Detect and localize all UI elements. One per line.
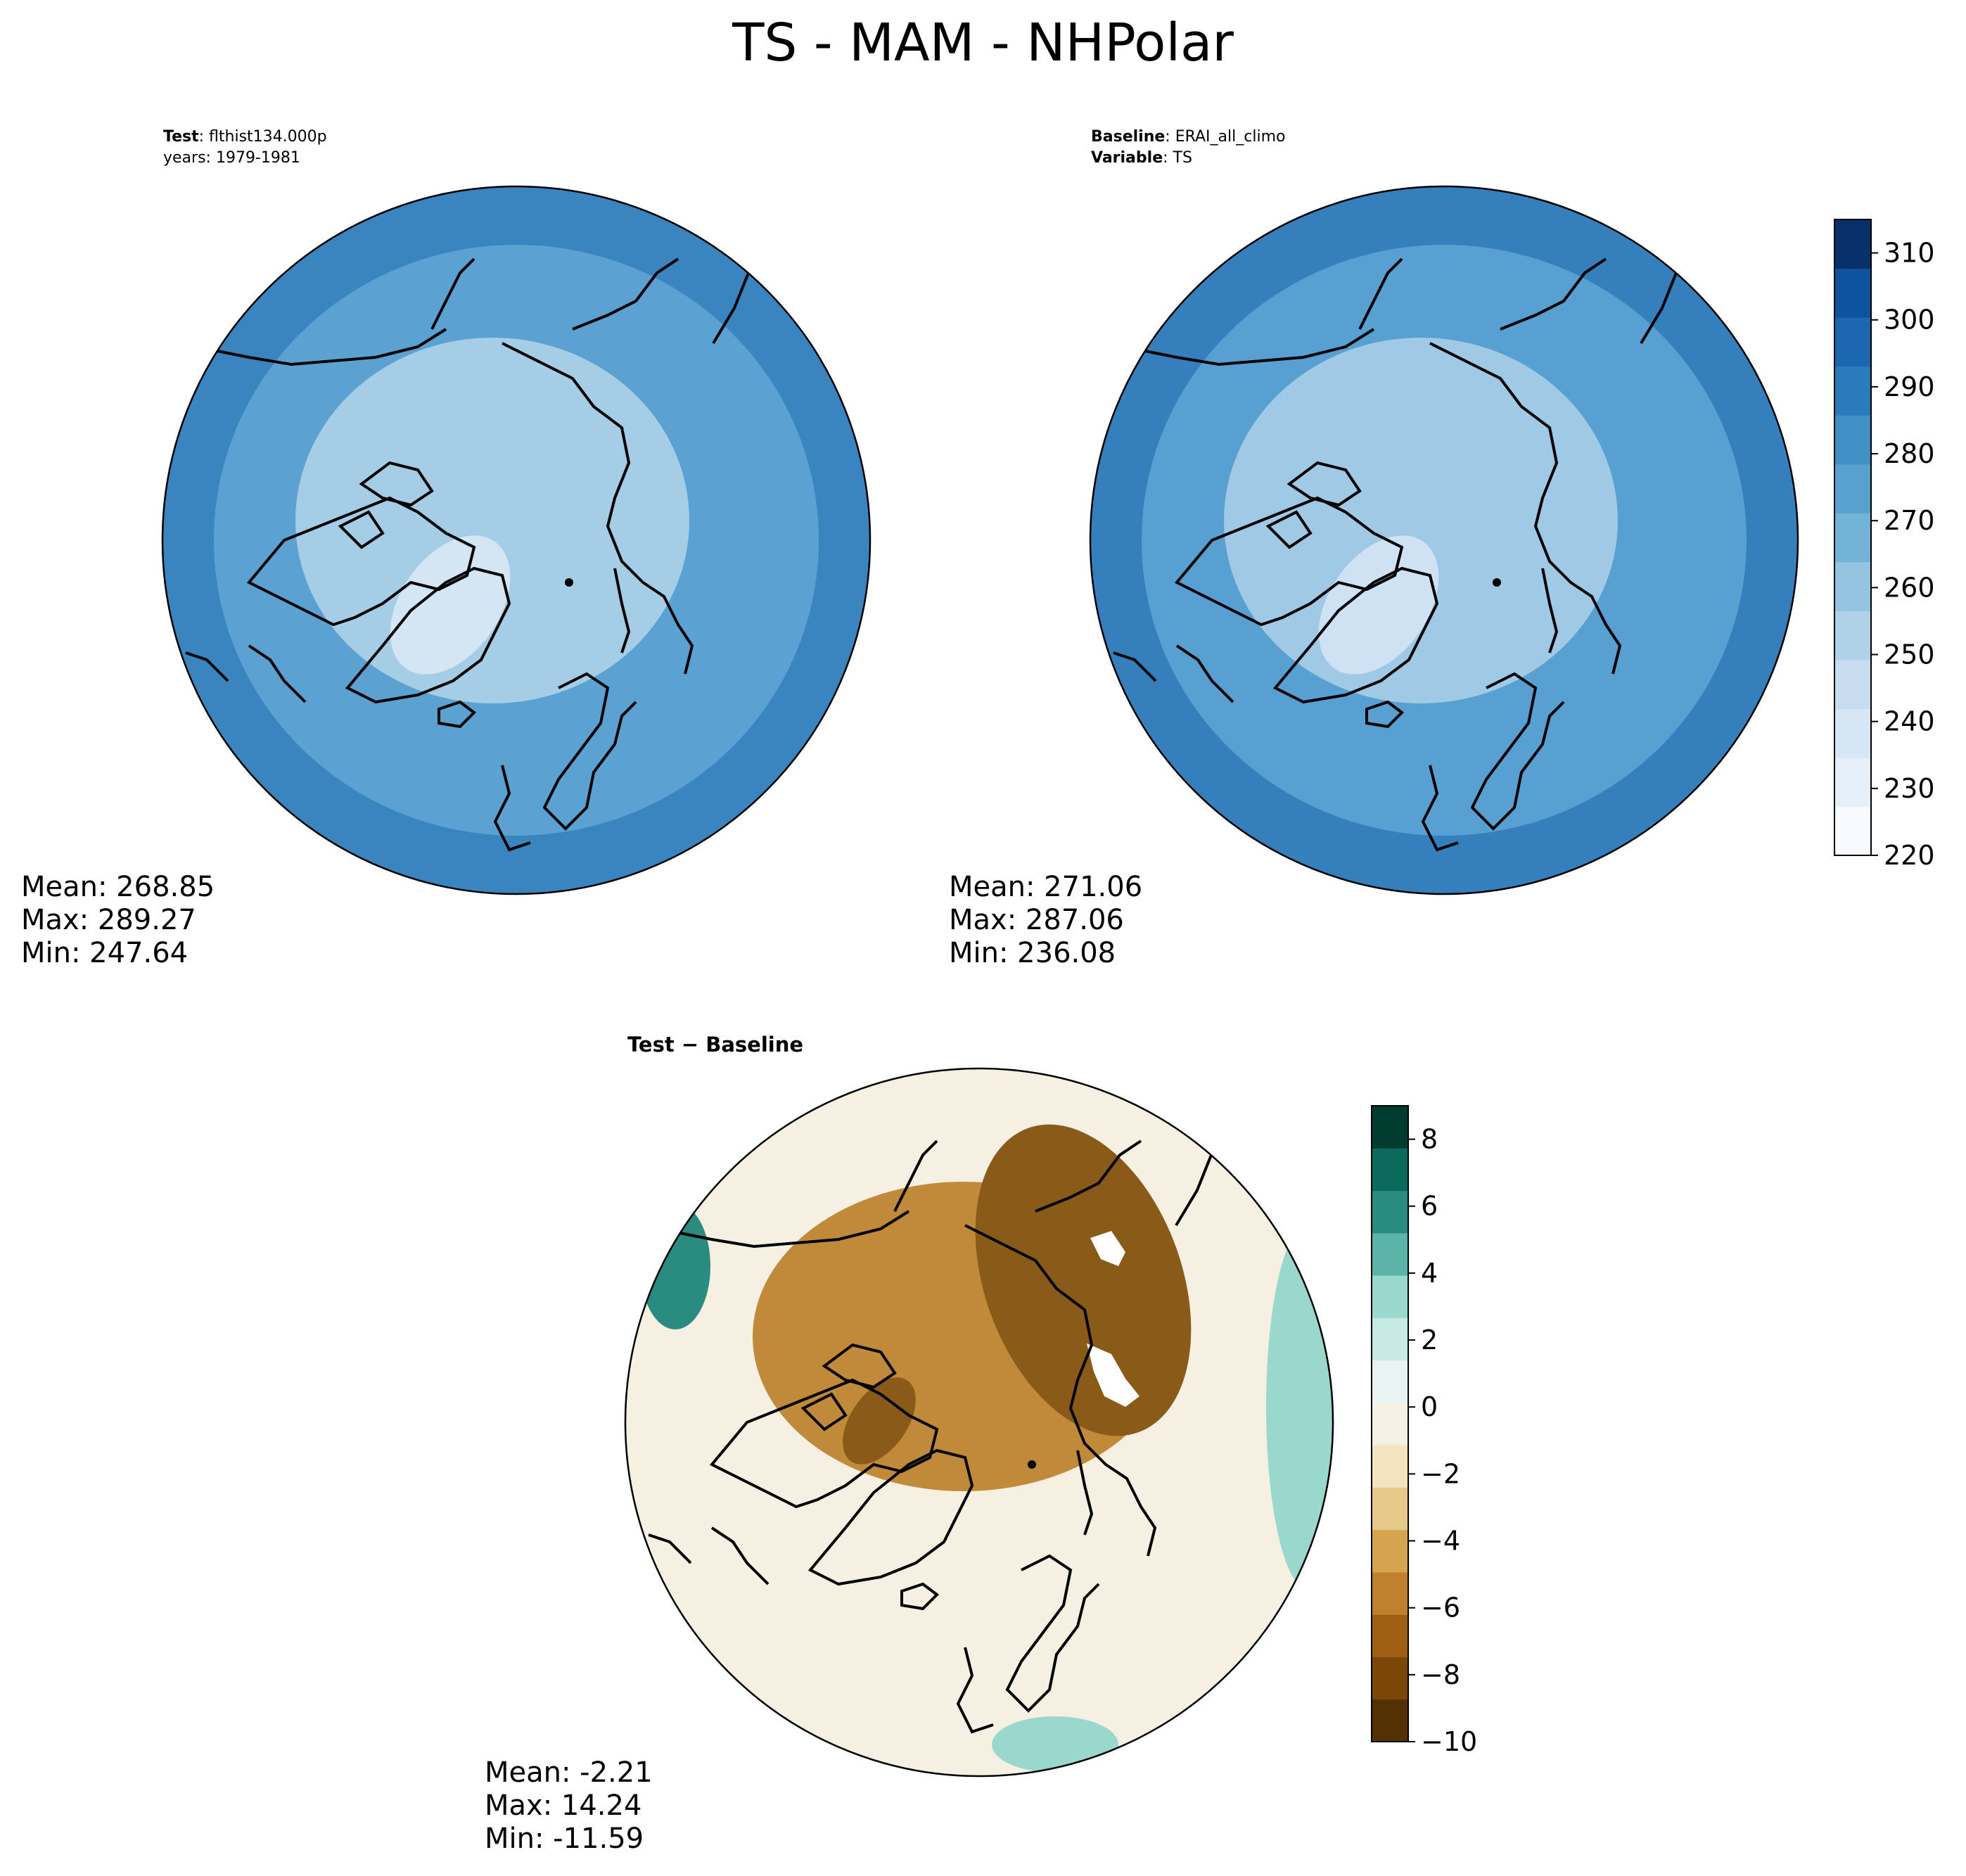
diff-colorbar-swatch (1372, 1699, 1408, 1742)
diff-colorbar-swatch (1372, 1275, 1408, 1318)
test-stat-mean: Mean: 268.85 (21, 871, 215, 903)
diff-colorbar-swatch (1372, 1529, 1408, 1573)
baseline-label-key: Baseline (1091, 128, 1166, 146)
main-colorbar-swatch (1834, 268, 1871, 318)
baseline-stat-min: Min: 236.08 (949, 937, 1116, 969)
test-stat-min: Min: 247.64 (21, 937, 189, 969)
diff-colorbar-tick-label: 6 (1421, 1191, 1438, 1222)
diff-colorbar-tick-label: 2 (1421, 1325, 1438, 1355)
difference-map (625, 1068, 1333, 1776)
main-colorbar-swatch (1834, 219, 1871, 269)
diff-colorbar-swatch (1372, 1402, 1408, 1446)
diff-colorbar-frame (1371, 1105, 1409, 1742)
main-colorbar-swatch (1834, 561, 1871, 611)
diff-colorbar-tick-label: 4 (1421, 1258, 1438, 1289)
test-stats: Mean: 268.85 Max: 289.27 Min: 247.64 (21, 871, 215, 970)
diff-colorbar-swatch (1372, 1148, 1408, 1192)
main-colorbar-frame (1834, 219, 1872, 856)
main-colorbar-tick-label: 280 (1884, 438, 1935, 469)
difference-map-boundary (624, 1067, 1334, 1778)
diff-colorbar-swatch (1372, 1360, 1408, 1403)
main-colorbar-swatch (1834, 806, 1871, 856)
difference-stat-mean: Mean: -2.21 (485, 1756, 653, 1789)
main-colorbar-tick-label: 240 (1884, 706, 1935, 737)
diff-colorbar-swatch (1372, 1657, 1408, 1700)
diff-colorbar-tick-label: 0 (1421, 1391, 1438, 1422)
diff-colorbar-tick-label: −8 (1421, 1659, 1460, 1690)
figure-title: TS - MAM - NHPolar (732, 13, 1234, 73)
test-label-key: Test (163, 128, 199, 146)
main-colorbar-swatch (1834, 415, 1871, 465)
diff-missing-region (1090, 1231, 1125, 1266)
baseline-label-line: Baseline: ERAI_all_climo (1091, 128, 1286, 146)
test-map (162, 186, 870, 894)
diff-colorbar-swatch (1372, 1614, 1408, 1657)
main-colorbar-swatch (1834, 757, 1871, 807)
test-map-boundary (161, 185, 872, 895)
diff-colorbar-tick-label: −6 (1421, 1593, 1460, 1623)
diff-colorbar-tick-label: −10 (1421, 1726, 1477, 1757)
main-colorbar-tick-label: 260 (1884, 572, 1935, 603)
baseline-map-boundary (1089, 185, 1799, 895)
test-years-line: years: 1979-1981 (163, 149, 300, 167)
difference-stat-max: Max: 14.24 (485, 1789, 642, 1822)
main-colorbar-swatch (1834, 659, 1871, 709)
diff-colorbar-swatch (1372, 1445, 1408, 1488)
diff-colorbar: −10 −8 −6 −4 −2 0 2 4 6 8 (1371, 1105, 1477, 1757)
baseline-header: Baseline: ERAI_all_climo Variable: TS (1091, 127, 1285, 169)
baseline-stat-max: Max: 287.06 (949, 904, 1124, 936)
diff-colorbar-swatch (1372, 1317, 1408, 1361)
main-colorbar-tick-label: 310 (1884, 238, 1935, 269)
diff-colorbar-tick-label: 8 (1421, 1124, 1438, 1155)
test-stat-max: Max: 289.27 (21, 904, 196, 936)
main-colorbar-tick-label: 230 (1884, 773, 1935, 804)
main-colorbar-tick-label: 270 (1884, 505, 1935, 536)
baseline-variable-line: Variable: TS (1091, 149, 1192, 167)
main-colorbar-swatch (1834, 366, 1871, 416)
test-label-value: flthist134.000p (209, 128, 327, 146)
main-colorbar-tick-label: 250 (1884, 639, 1935, 670)
diff-colorbar-tick-label: −4 (1421, 1526, 1460, 1557)
diff-colorbar-swatch (1372, 1232, 1408, 1276)
main-colorbar-tick-label: 290 (1884, 371, 1935, 402)
difference-stat-min: Min: -11.59 (485, 1823, 644, 1855)
baseline-stats: Mean: 271.06 Max: 287.06 Min: 236.08 (949, 871, 1142, 970)
difference-stats: Mean: -2.21 Max: 14.24 Min: -11.59 (485, 1756, 653, 1856)
diff-colorbar-swatch (1372, 1106, 1408, 1149)
baseline-label-value: ERAI_all_climo (1175, 128, 1286, 146)
diff-colorbar-swatch (1372, 1190, 1408, 1234)
difference-title: Test − Baseline (627, 1033, 804, 1057)
baseline-variable-key: Variable (1091, 149, 1163, 167)
main-colorbar: 220 230 240 250 260 270 280 290 300 310 (1834, 219, 1935, 871)
test-header: Test: flthist134.000p years: 1979-1981 (163, 127, 327, 169)
main-colorbar-swatch (1834, 513, 1871, 563)
diff-colorbar-tick-label: −2 (1421, 1458, 1460, 1489)
main-colorbar-swatch (1834, 708, 1871, 758)
baseline-stat-mean: Mean: 271.06 (949, 871, 1143, 903)
main-colorbar-swatch (1834, 464, 1871, 513)
baseline-variable-value: TS (1173, 149, 1192, 167)
diff-missing-region-2 (1087, 1344, 1140, 1407)
diff-colorbar-swatch (1372, 1571, 1408, 1615)
main-colorbar-tick-label: 300 (1884, 305, 1935, 336)
main-colorbar-tick-label: 220 (1884, 840, 1935, 871)
baseline-map (1090, 186, 1798, 894)
test-label-line: Test: flthist134.000p (163, 128, 327, 146)
main-colorbar-swatch (1834, 611, 1871, 661)
main-colorbar-swatch (1834, 317, 1871, 367)
diff-colorbar-swatch (1372, 1487, 1408, 1531)
